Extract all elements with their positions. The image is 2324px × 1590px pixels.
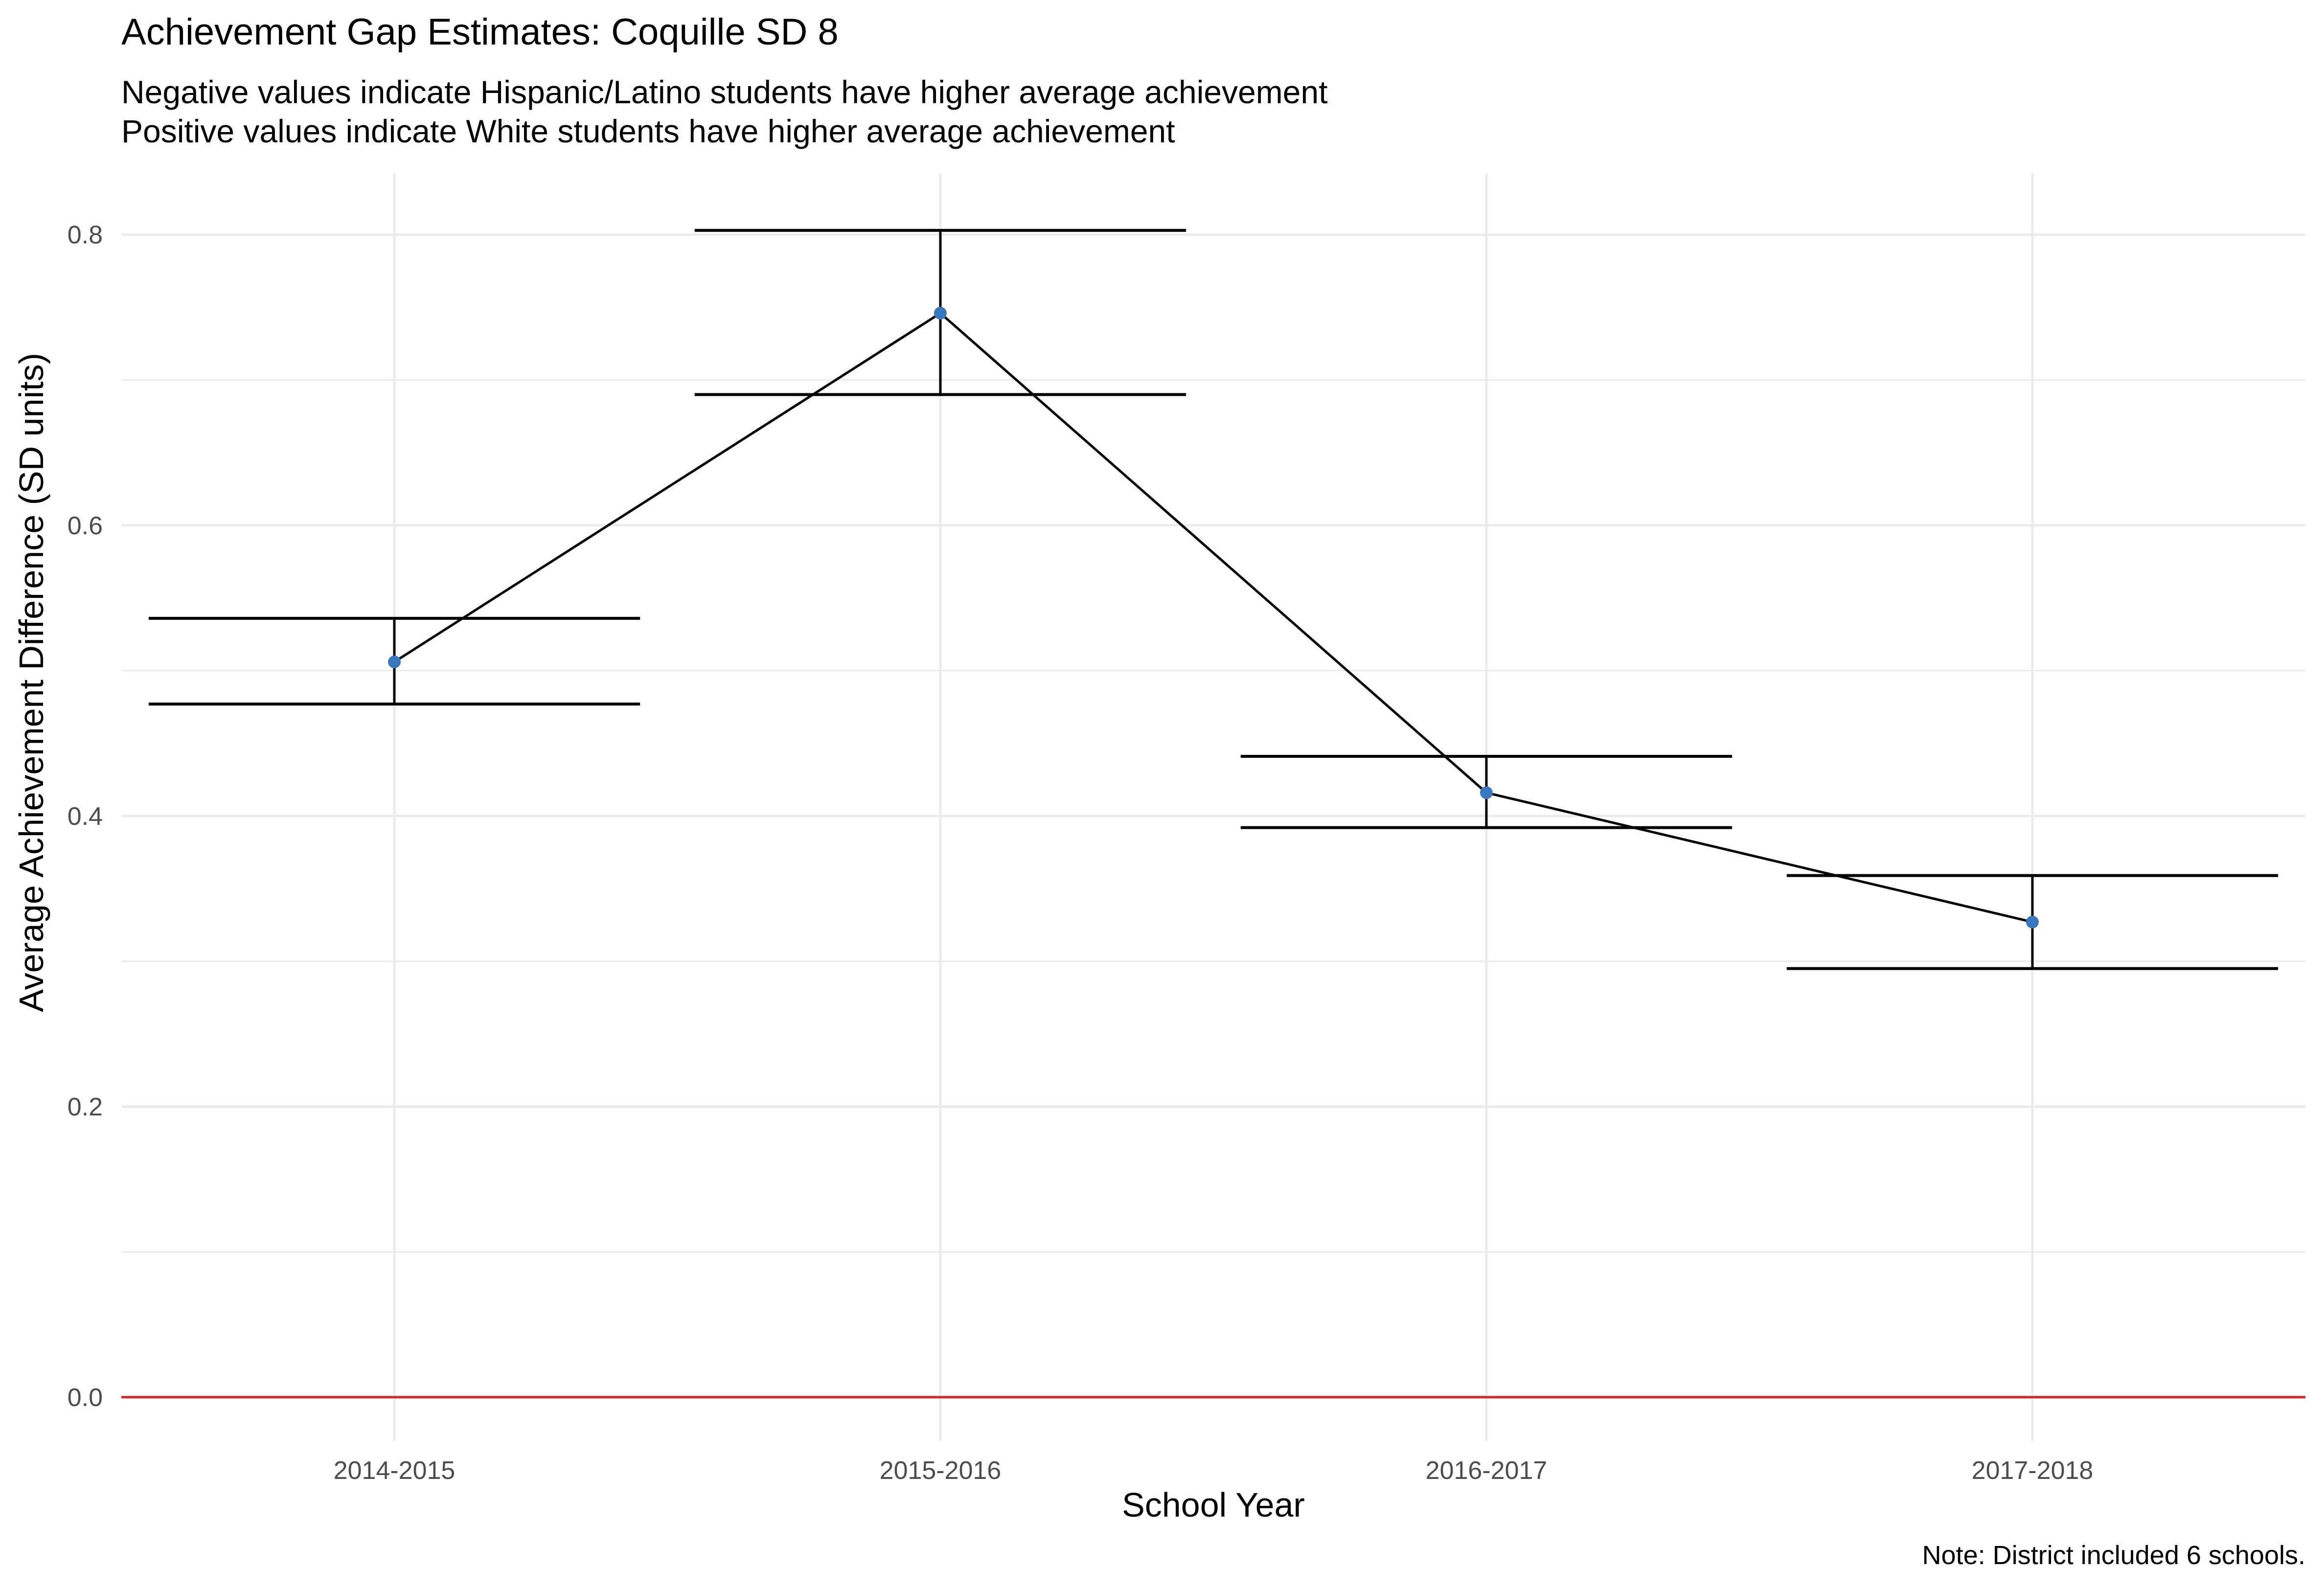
y-tick-label: 0.8 (68, 221, 103, 250)
chart-caption: Note: District included 6 schools. (1922, 1541, 2305, 1570)
y-axis-label: Average Achievement Difference (SD units… (12, 353, 50, 1012)
chart-subtitle-line-2: Positive values indicate White students … (121, 113, 1175, 149)
x-tick-label: 2014-2015 (334, 1456, 456, 1485)
x-tick-label: 2016-2017 (1426, 1456, 1548, 1485)
data-point (388, 655, 401, 668)
data-point (1480, 786, 1493, 799)
grid-major (121, 174, 2305, 1441)
chart-title: Achievement Gap Estimates: Coquille SD 8 (121, 11, 839, 53)
x-tick-label: 2017-2018 (1972, 1456, 2094, 1485)
y-tick-label: 0.4 (68, 802, 103, 831)
errorbars (148, 228, 2278, 970)
data-points (388, 307, 2039, 929)
grid-minor (121, 379, 2305, 1253)
x-tick-label: 2015-2016 (880, 1456, 1002, 1485)
x-axis-label: School Year (1122, 1486, 1305, 1524)
data-point (934, 307, 947, 320)
y-tick-labels: 0.0 0.2 0.4 0.6 0.8 (68, 221, 103, 1412)
y-tick-label: 0.2 (68, 1093, 103, 1121)
series-line (393, 312, 2033, 924)
y-tick-label: 0.6 (68, 512, 103, 540)
chart-subtitle-line-1: Negative values indicate Hispanic/Latino… (121, 74, 1328, 110)
x-tick-labels: 2014-2015 2015-2016 2016-2017 2017-2018 (334, 1456, 2094, 1485)
data-point (2026, 915, 2039, 929)
y-tick-label: 0.0 (68, 1384, 103, 1412)
series-line-group (393, 312, 2033, 924)
